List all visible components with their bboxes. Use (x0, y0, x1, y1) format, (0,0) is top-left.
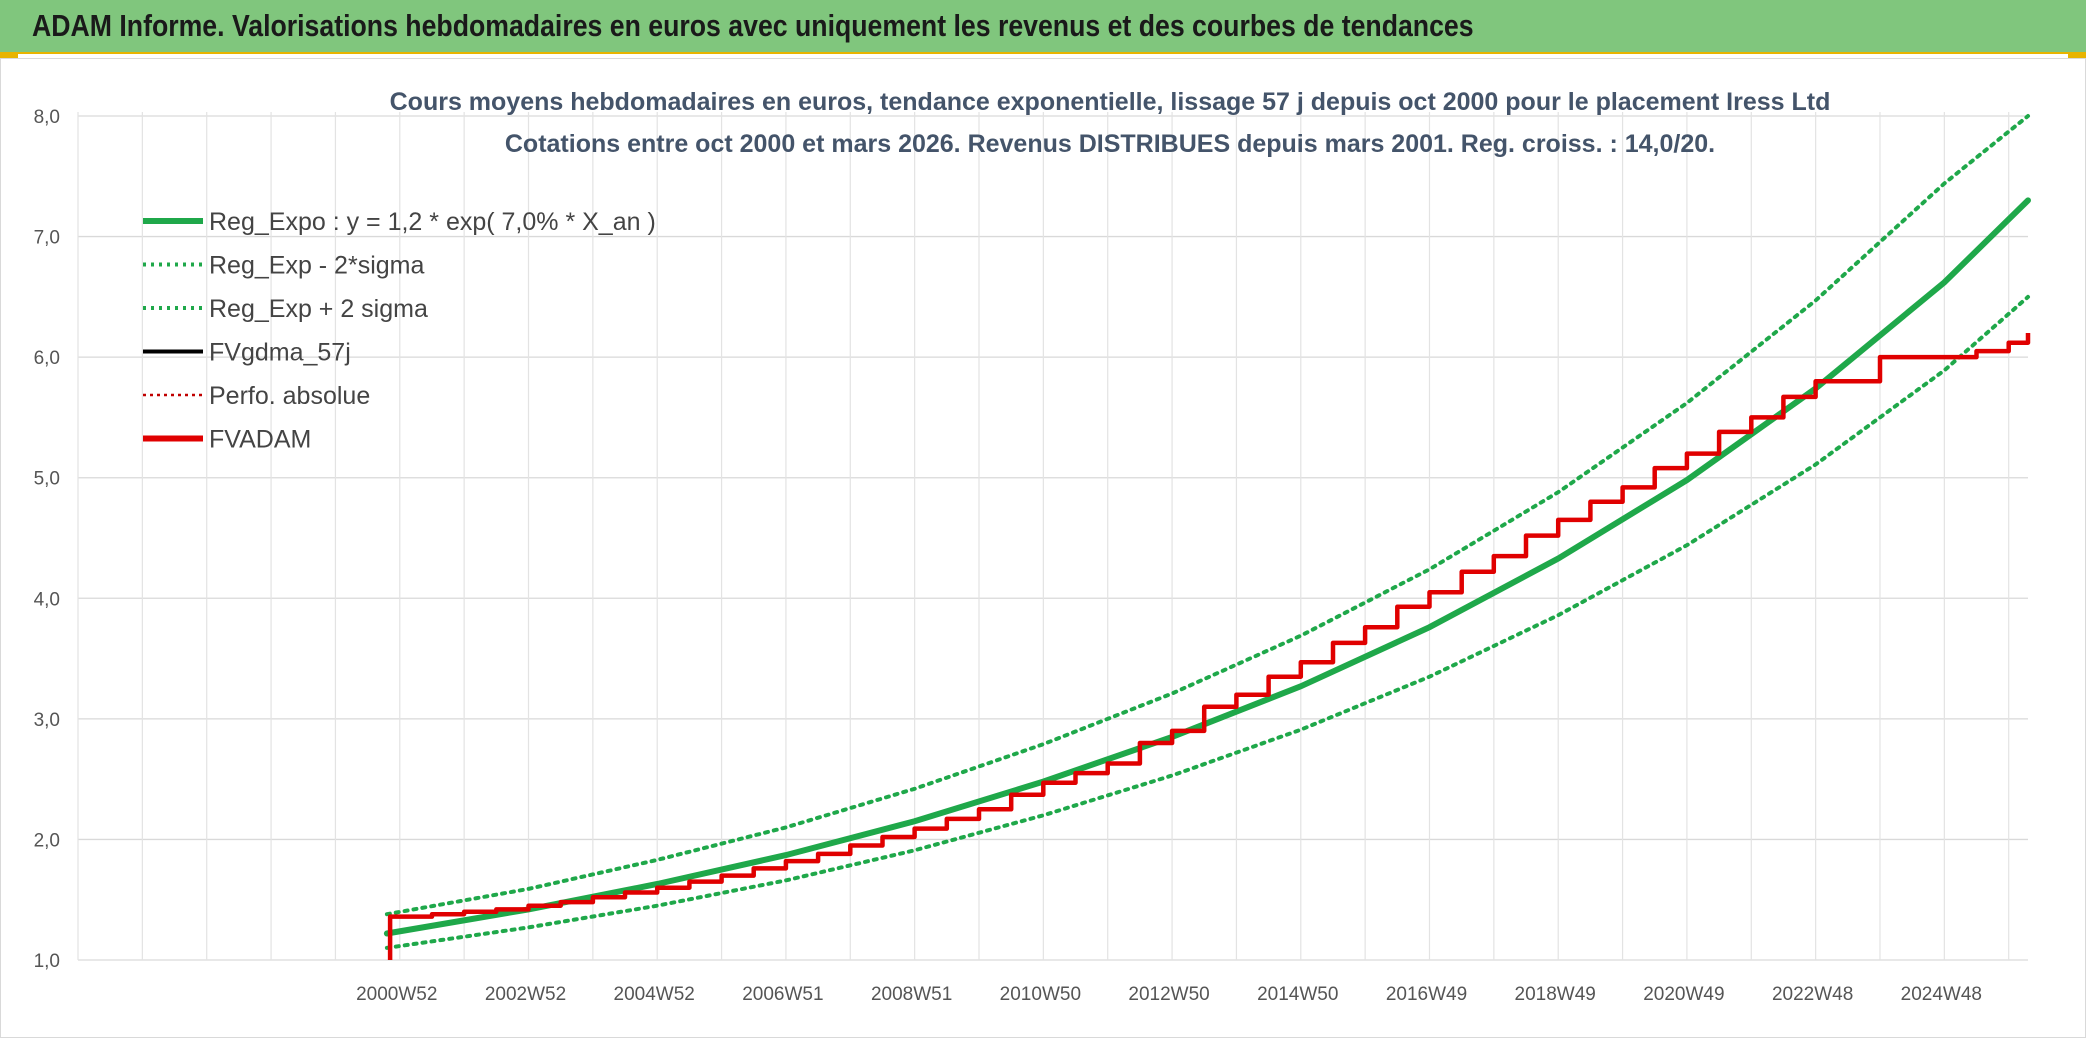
x-tick-label: 2018W49 (1515, 984, 1596, 1005)
chart-legend: Reg_Expo : y = 1,2 * exp( 7,0% * X_an ) R… (143, 208, 656, 454)
legend-item: Reg_Expo : y = 1,2 * exp( 7,0% * X_an ) (143, 208, 656, 236)
y-tick-label: 2,0 (34, 830, 60, 851)
x-tick-label: 2012W50 (1128, 984, 1209, 1005)
legend-item: FVADAM (143, 426, 311, 454)
report-title: ADAM Informe. Valorisations hebdomadaire… (32, 8, 1474, 43)
y-tick-label: 3,0 (34, 710, 60, 731)
x-tick-label: 2020W49 (1643, 984, 1724, 1005)
x-tick-label: 2006W51 (742, 984, 823, 1005)
header-accent-left (0, 52, 18, 58)
chart-title-line2: Cotations entre oct 2000 et mars 2026. R… (505, 130, 1715, 158)
y-axis-ticks: 1,0 2,0 3,0 4,0 5,0 6,0 7,0 8,0 (34, 107, 60, 972)
chart-grid (77, 112, 2028, 961)
legend-label: FVgdma_57j (209, 339, 351, 367)
y-tick-label: 6,0 (34, 348, 60, 369)
series-reg-expo (383, 197, 2031, 937)
legend-label: FVADAM (209, 426, 311, 454)
x-tick-label: 2022W48 (1772, 984, 1853, 1005)
legend-item: Reg_Exp - 2*sigma (143, 252, 424, 280)
series-reg-exp-plus-2sigma (384, 114, 2030, 917)
header-accent-right (2068, 52, 2086, 58)
y-tick-label: 7,0 (34, 228, 60, 249)
series-reg-exp-minus-2sigma (384, 294, 2030, 950)
x-tick-label: 2016W49 (1386, 984, 1467, 1005)
chart-title-line1: Cours moyens hebdomadaires en euros, ten… (390, 88, 1831, 116)
legend-item: Reg_Exp + 2 sigma (143, 295, 428, 323)
x-tick-label: 2004W52 (614, 984, 695, 1005)
x-tick-label: 2024W48 (1901, 984, 1982, 1005)
y-tick-label: 1,0 (34, 951, 60, 972)
series-layer (383, 114, 2031, 960)
x-tick-label: 2000W52 (356, 984, 437, 1005)
y-tick-label: 8,0 (34, 107, 60, 128)
legend-label: Reg_Expo : y = 1,2 * exp( 7,0% * X_an ) (209, 208, 656, 236)
legend-item: FVgdma_57j (143, 339, 351, 367)
legend-item: Perfo. absolue (143, 382, 370, 410)
x-tick-label: 2002W52 (485, 984, 566, 1005)
legend-label: Perfo. absolue (209, 382, 370, 410)
y-tick-label: 4,0 (34, 589, 60, 610)
y-tick-label: 5,0 (34, 469, 60, 490)
legend-label: Reg_Exp + 2 sigma (209, 295, 428, 323)
legend-label: Reg_Exp - 2*sigma (209, 252, 424, 280)
x-axis-ticks: 2000W52 2002W52 2004W52 2006W51 2008W51 2010W… (356, 984, 1982, 1005)
series-fvadam (387, 333, 2031, 960)
x-tick-label: 2010W50 (1000, 984, 1081, 1005)
report-header: ADAM Informe. Valorisations hebdomadaire… (0, 0, 2086, 54)
x-tick-label: 2014W50 (1257, 984, 1338, 1005)
x-tick-label: 2008W51 (871, 984, 952, 1005)
